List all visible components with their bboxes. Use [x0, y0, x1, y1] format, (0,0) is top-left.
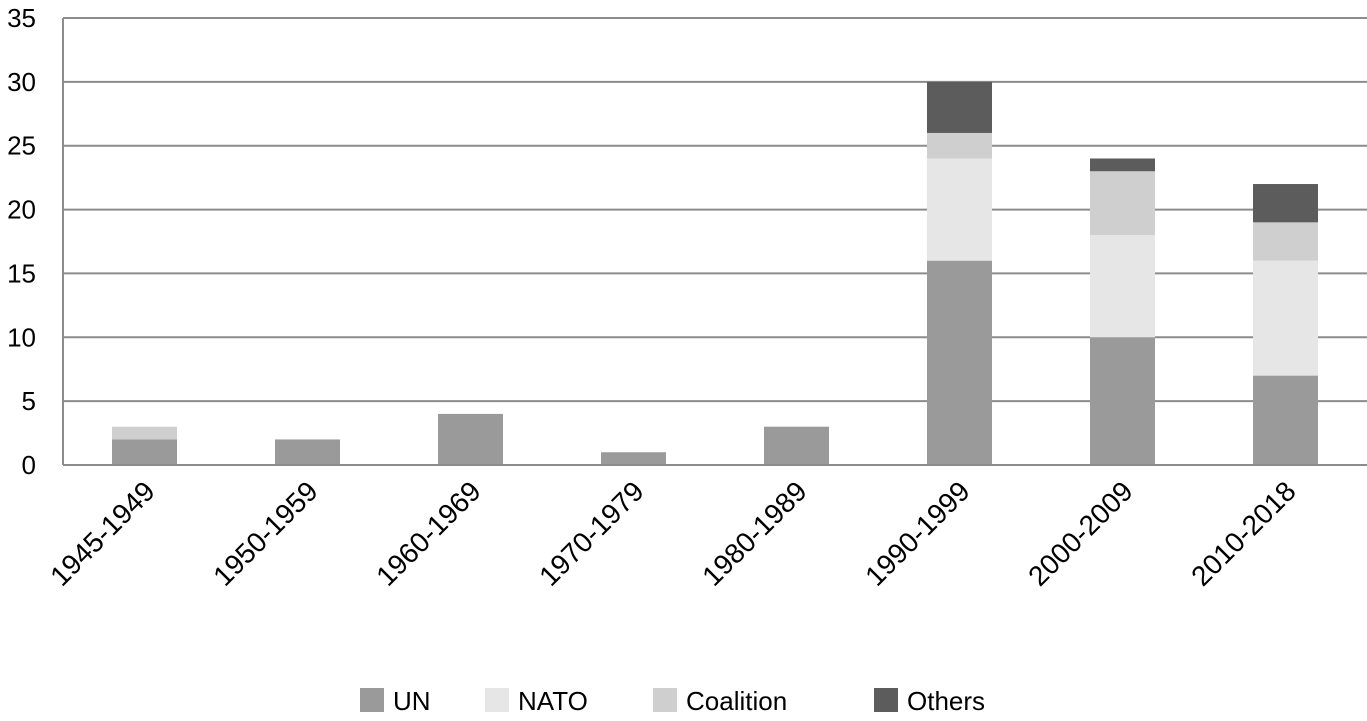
- bar-segment-un: [275, 439, 340, 465]
- y-tick-label: 10: [7, 322, 36, 352]
- legend-label: Others: [907, 686, 985, 716]
- legend-swatch: [360, 688, 384, 712]
- bar-segment-coalition: [1253, 222, 1318, 261]
- x-category-label: 1960-1969: [370, 475, 487, 592]
- y-tick-label: 30: [7, 67, 36, 97]
- bar-segment-nato: [927, 158, 992, 261]
- legend-label: NATO: [518, 686, 588, 716]
- bar-segment-coalition: [112, 426, 177, 440]
- y-tick-label: 20: [7, 195, 36, 225]
- bar-segment-un: [1090, 337, 1155, 465]
- bar-segment-un: [1253, 375, 1318, 465]
- bar-segment-others: [927, 81, 992, 133]
- legend-item-others: Others: [874, 686, 985, 716]
- legend-item-un: UN: [360, 686, 431, 716]
- gridlines: [63, 17, 1367, 403]
- bar-segment-un: [112, 439, 177, 465]
- y-tick-label: 15: [7, 258, 36, 288]
- legend: UN NATO Coalition Others: [360, 686, 985, 716]
- bar-segment-nato: [1253, 260, 1318, 376]
- legend-item-nato: NATO: [485, 686, 588, 716]
- legend-swatch: [485, 688, 509, 712]
- x-category-label: 2010-2018: [1185, 475, 1302, 592]
- bar-segment-coalition: [1090, 171, 1155, 236]
- bar-segment-others: [1253, 184, 1318, 223]
- bar-segment-others: [1090, 158, 1155, 172]
- bar-segment-un: [764, 426, 829, 465]
- axes: [62, 18, 1367, 466]
- x-category-label: 1950-1959: [207, 475, 324, 592]
- legend-label: UN: [393, 686, 431, 716]
- legend-label: Coalition: [686, 686, 787, 716]
- bar-segment-coalition: [927, 132, 992, 159]
- x-category-label: 2000-2009: [1022, 475, 1139, 592]
- legend-swatch: [874, 688, 898, 712]
- y-axis-tick-labels: 0 5 10 15 20 25 30 35: [7, 3, 36, 480]
- legend-swatch: [653, 688, 677, 712]
- bar-segment-un: [927, 260, 992, 465]
- y-tick-label: 25: [7, 131, 36, 161]
- x-category-label: 1970-1979: [533, 475, 650, 592]
- y-tick-label: 35: [7, 3, 36, 33]
- bar-segment-un: [438, 413, 503, 465]
- y-tick-label: 0: [22, 450, 36, 480]
- legend-item-coalition: Coalition: [653, 686, 787, 716]
- y-tick-label: 5: [22, 386, 36, 416]
- bars: [112, 81, 1318, 465]
- x-category-label: 1945-1949: [44, 475, 161, 592]
- x-category-label: 1990-1999: [859, 475, 976, 592]
- x-axis-category-labels: 1945-1949 1950-1959 1960-1969 1970-1979 1980…: [44, 475, 1302, 592]
- bar-segment-nato: [1090, 235, 1155, 338]
- bar-segment-un: [601, 452, 666, 465]
- x-category-label: 1980-1989: [696, 475, 813, 592]
